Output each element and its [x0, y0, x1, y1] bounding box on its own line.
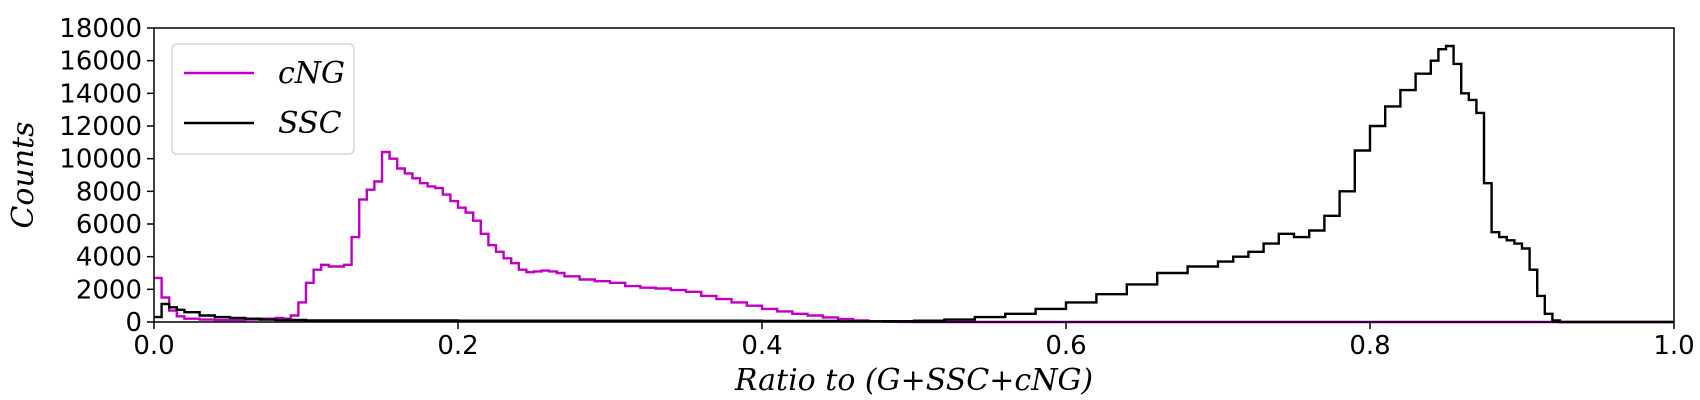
y-tick-label: 0: [125, 308, 142, 338]
x-tick-label: 0.8: [1349, 331, 1390, 361]
y-tick-label: 6000: [76, 210, 142, 240]
y-tick-label: 12000: [59, 112, 142, 142]
series-layer: [154, 44, 1674, 324]
x-tick-label: 0.2: [437, 331, 478, 361]
y-tick-label: 14000: [59, 79, 142, 109]
y-tick-label: 8000: [76, 177, 142, 207]
plot-frame: [153, 27, 1675, 323]
y-tick-label: 18000: [59, 14, 142, 44]
y-tick-label: 2000: [76, 275, 142, 305]
y-axis: 0200040006000800010000120001400016000180…: [59, 14, 154, 338]
legend-label-cng: cNG: [278, 56, 345, 91]
x-tick-label: 1.0: [1653, 331, 1694, 361]
y-tick-label: 10000: [59, 145, 142, 175]
series-line-cng: [154, 150, 1674, 324]
legend-box: [171, 43, 355, 155]
x-axis-label: Ratio to (G+SSC+cNG): [734, 363, 1093, 398]
x-axis: 0.0 0.2 0.4 0.6 0.8 1.0: [133, 322, 1695, 361]
y-axis-label: Counts: [6, 121, 41, 228]
legend: cNG SSC: [171, 43, 355, 155]
y-tick-label: 4000: [76, 243, 142, 273]
y-tick-label: 16000: [59, 47, 142, 77]
x-tick-label: 0.6: [1045, 331, 1086, 361]
x-tick-label: 0.4: [741, 331, 782, 361]
series-line-ssc: [154, 44, 1674, 324]
x-tick-label: 0.0: [133, 331, 174, 361]
legend-label-ssc: SSC: [278, 106, 342, 141]
